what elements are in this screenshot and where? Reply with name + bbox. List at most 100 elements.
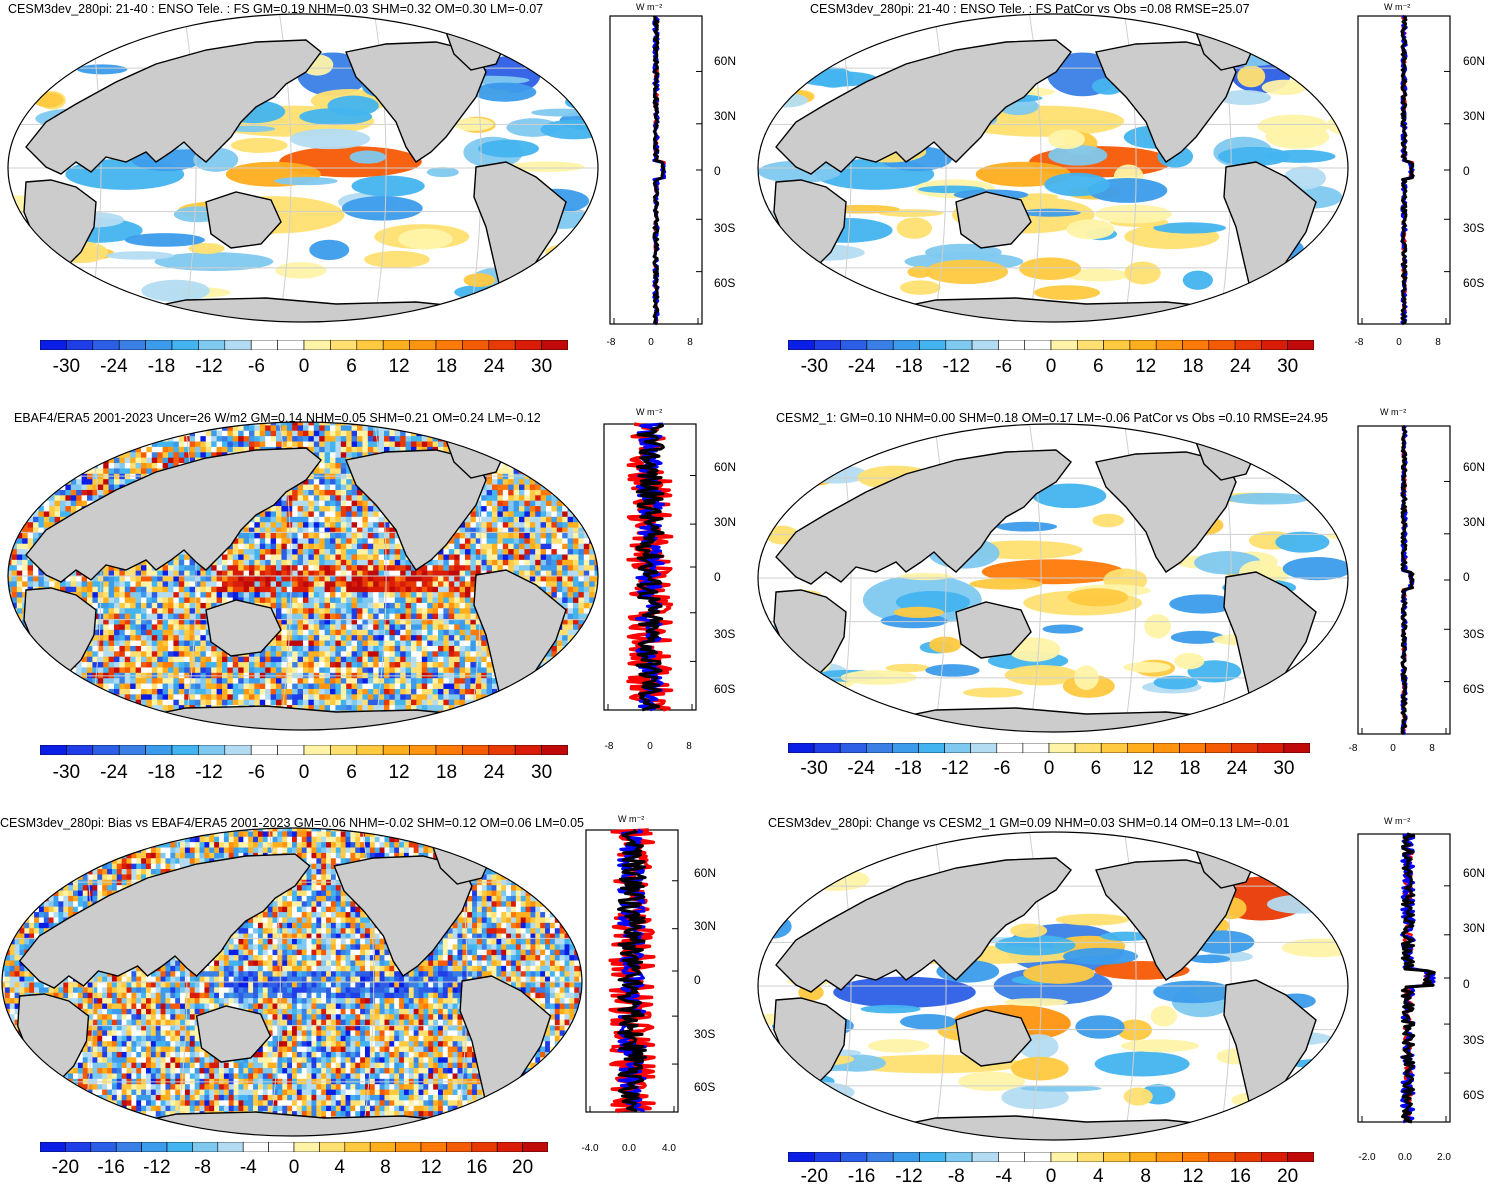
lat-label-60s: 60S [1463, 1088, 1484, 1102]
profile-unit: W m⁻² [1384, 2, 1410, 13]
profile-xlabel: 8 [1429, 743, 1435, 754]
colorbar-label: 12 [1135, 356, 1156, 378]
colorbar-label: -30 [53, 762, 80, 784]
colorbar-swatch [1156, 340, 1182, 350]
colorbar-label: -16 [97, 1157, 124, 1179]
lat-label-60n: 60N [714, 460, 736, 474]
colorbar-swatch [243, 1142, 268, 1152]
map [756, 12, 1350, 324]
colorbar [788, 1152, 1314, 1162]
colorbar-label: 16 [466, 1157, 487, 1179]
colorbar-swatch [515, 745, 541, 755]
colorbar-swatch [396, 1142, 421, 1152]
colorbar-swatch [542, 745, 568, 755]
colorbar-label: -18 [148, 762, 175, 784]
colorbar-swatch [497, 1142, 522, 1152]
colorbar-swatch [93, 340, 119, 350]
colorbar-swatch [1049, 743, 1075, 753]
colorbar-swatch [1235, 340, 1261, 350]
lat-label-30n: 30N [714, 109, 736, 123]
colorbar-label: 0 [1044, 758, 1055, 780]
colorbar-swatch [1288, 340, 1314, 350]
colorbar-label: -18 [895, 356, 922, 378]
colorbar-swatch [1104, 340, 1130, 350]
colorbar-label: 4 [1093, 1166, 1104, 1188]
colorbar-label: 16 [1230, 1166, 1251, 1188]
colorbar-swatch [251, 745, 277, 755]
colorbar-label: -8 [194, 1157, 211, 1179]
colorbar [40, 340, 568, 350]
colorbar-swatch [278, 340, 304, 350]
lat-label-30s: 30S [694, 1027, 715, 1041]
colorbar-label: -12 [143, 1157, 170, 1179]
lat-label-30s: 30S [1463, 1033, 1484, 1047]
colorbar-swatch [946, 1152, 972, 1162]
colorbar-label: -12 [195, 356, 222, 378]
colorbar-swatch [167, 1142, 192, 1152]
colorbar-label: -24 [100, 356, 127, 378]
colorbar-label: -30 [800, 758, 827, 780]
colorbar-swatch [814, 1152, 840, 1162]
colorbar-label: -18 [894, 758, 921, 780]
lat-label-60n: 60N [694, 866, 716, 880]
colorbar-swatch [788, 743, 814, 753]
colorbar-swatch [146, 340, 172, 350]
colorbar-swatch [515, 340, 541, 350]
profile-xlabel: 2.0 [1437, 1152, 1451, 1163]
colorbar-swatch [840, 743, 866, 753]
colorbar-swatch [436, 340, 462, 350]
colorbar-swatch [1025, 340, 1051, 350]
colorbar-label: 12 [388, 356, 409, 378]
lat-label-eq: 0 [714, 164, 721, 178]
colorbar-swatch [421, 1142, 446, 1152]
colorbar-swatch [814, 340, 840, 350]
colorbar-swatch [330, 745, 356, 755]
colorbar-swatch [1153, 743, 1179, 753]
colorbar-swatch [319, 1142, 344, 1152]
colorbar-label: -30 [801, 356, 828, 378]
profile-unit: W m⁻² [1380, 407, 1406, 418]
colorbar-swatch [945, 743, 971, 753]
profile-xlabel: 8 [686, 741, 692, 752]
colorbar-label: -20 [801, 1166, 828, 1188]
colorbar-swatch [920, 1152, 946, 1162]
colorbar-swatch [1209, 340, 1235, 350]
colorbar-swatch [462, 745, 488, 755]
colorbar-label: -18 [148, 356, 175, 378]
colorbar-swatch [410, 745, 436, 755]
colorbar-swatch [172, 745, 198, 755]
colorbar-swatch [1180, 743, 1206, 753]
map [0, 826, 584, 1138]
colorbar-swatch [93, 745, 119, 755]
colorbar-swatch [1183, 1152, 1209, 1162]
colorbar-label: 20 [512, 1157, 533, 1179]
colorbar-label: 18 [436, 356, 457, 378]
colorbar-label: 6 [1091, 758, 1102, 780]
lat-label-60s: 60S [1463, 276, 1484, 290]
profile-xlabel: 8 [687, 337, 693, 348]
colorbar-swatch [192, 1142, 217, 1152]
colorbar-swatch [383, 340, 409, 350]
lat-label-30n: 30N [1463, 921, 1485, 935]
colorbar-label: 12 [1182, 1166, 1203, 1188]
zonal-mean-profile [1346, 830, 1456, 1150]
colorbar-swatch [489, 745, 515, 755]
colorbar-swatch [866, 743, 892, 753]
map [6, 12, 600, 324]
colorbar-swatch [1156, 1152, 1182, 1162]
colorbar-swatch [920, 340, 946, 350]
colorbar-swatch [946, 340, 972, 350]
colorbar-label: -16 [848, 1166, 875, 1188]
colorbar-swatch [788, 1152, 814, 1162]
colorbar-swatch [119, 340, 145, 350]
lat-label-30s: 30S [714, 221, 735, 235]
colorbar-swatch [116, 1142, 141, 1152]
colorbar-swatch [172, 340, 198, 350]
colorbar-swatch [142, 1142, 167, 1152]
zonal-mean-profile [1346, 422, 1456, 762]
colorbar-label: -20 [52, 1157, 79, 1179]
zonal-mean-profile [574, 826, 684, 1140]
colorbar-swatch [1284, 743, 1310, 753]
colorbar [788, 340, 1314, 350]
colorbar-label: -6 [248, 762, 265, 784]
